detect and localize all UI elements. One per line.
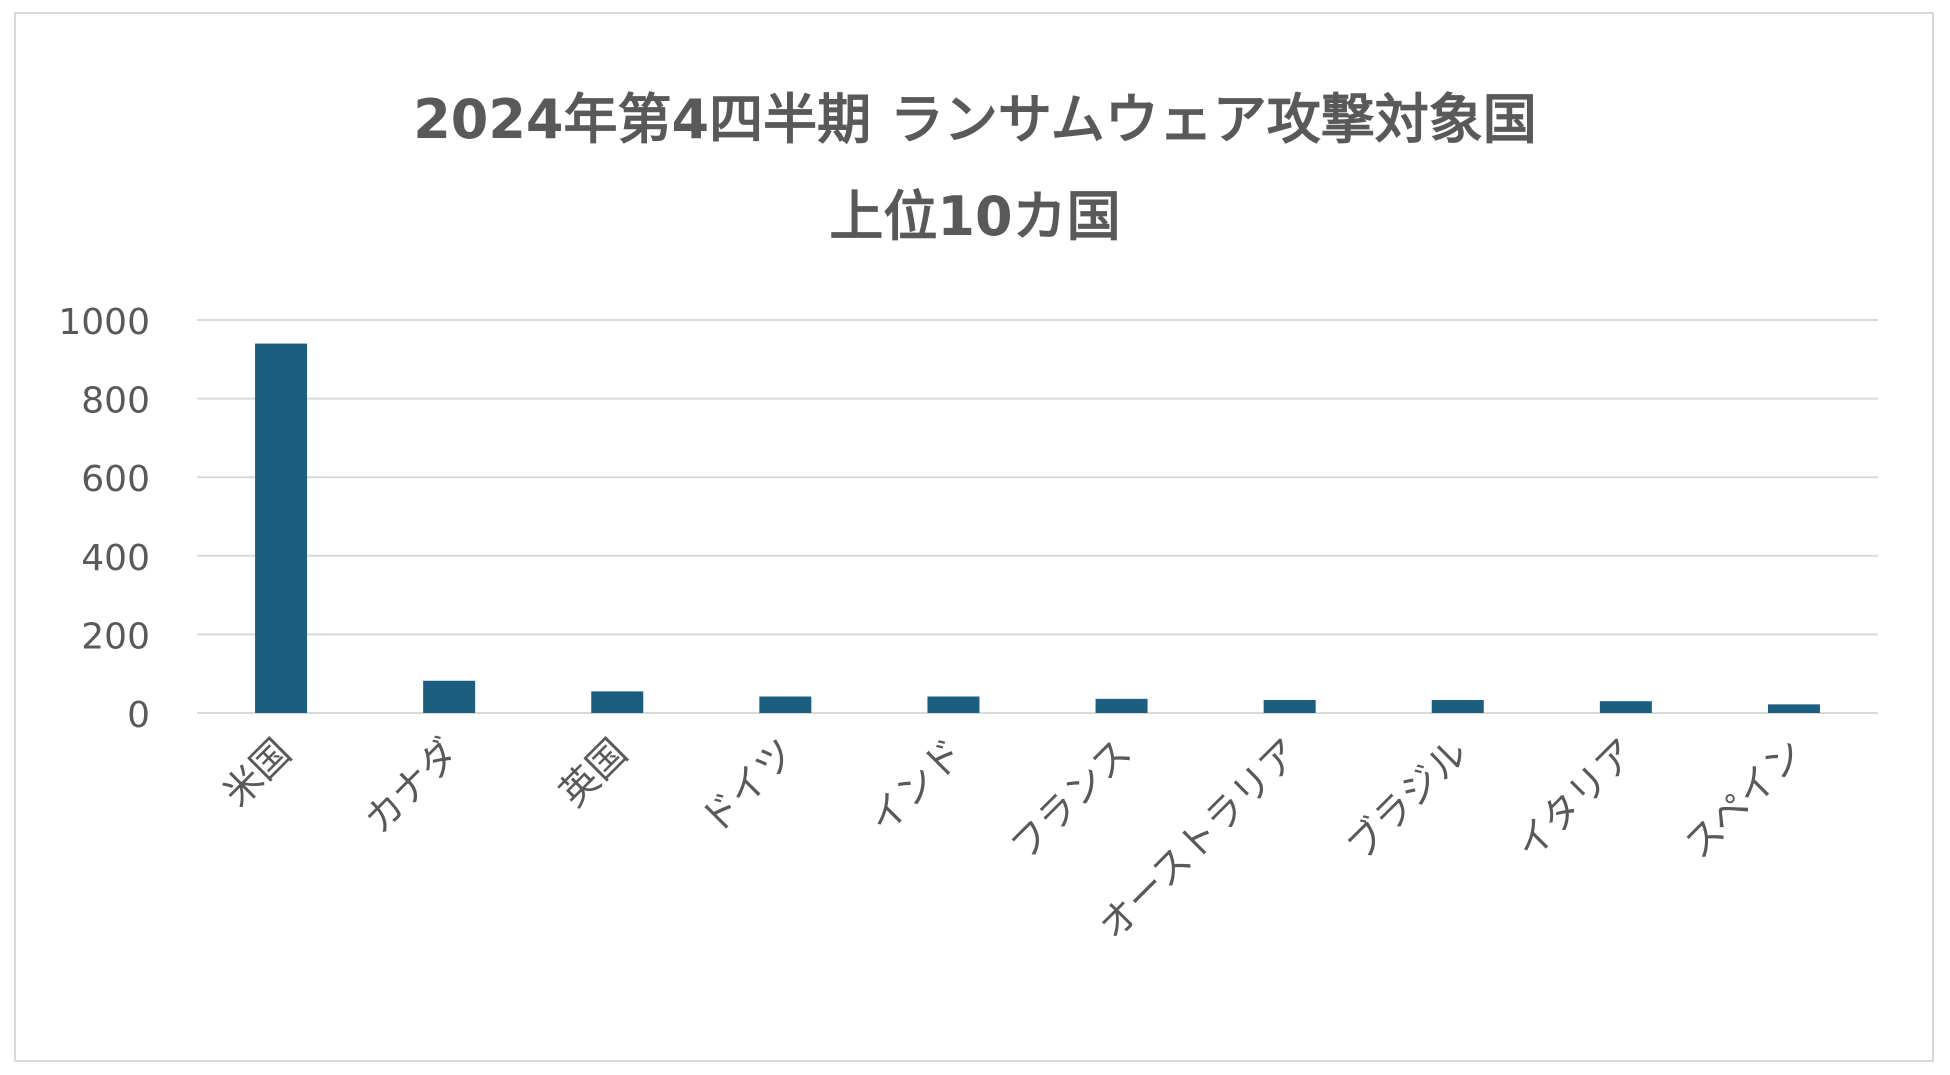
chart-frame: [14, 12, 1934, 1062]
chart-subtitle: 上位10カ国: [829, 185, 1121, 248]
y-tick-label: 600: [81, 459, 150, 500]
y-tick-label: 400: [81, 538, 150, 579]
bar: [1767, 704, 1820, 713]
x-tick-label: フランス: [1002, 730, 1140, 868]
bar: [423, 680, 476, 713]
y-tick-label: 0: [127, 695, 150, 736]
bar: [1095, 698, 1148, 713]
y-tick-label: 1000: [58, 302, 150, 343]
x-tick-label: イタリア: [1507, 730, 1645, 868]
bar: [1263, 700, 1316, 713]
bar: [591, 691, 644, 713]
bar: [255, 343, 308, 713]
x-tick-label: ドイツ: [692, 730, 804, 842]
bar: [927, 696, 980, 713]
bar: [1431, 700, 1484, 713]
chart-title: 2024年第4四半期 ランサムウェア攻撃対象国: [413, 88, 1537, 151]
bar: [1599, 701, 1652, 713]
bar: [759, 696, 812, 713]
x-tick-label: ブラジル: [1338, 730, 1476, 868]
x-tick-label: 英国: [551, 730, 636, 815]
x-tick-label: カナダ: [356, 730, 468, 842]
y-tick-label: 800: [81, 381, 150, 422]
x-tick-label: インド: [860, 730, 972, 842]
y-tick-label: 200: [81, 616, 150, 657]
x-tick-label: 米国: [215, 730, 300, 815]
x-tick-label: スペイン: [1676, 730, 1813, 867]
